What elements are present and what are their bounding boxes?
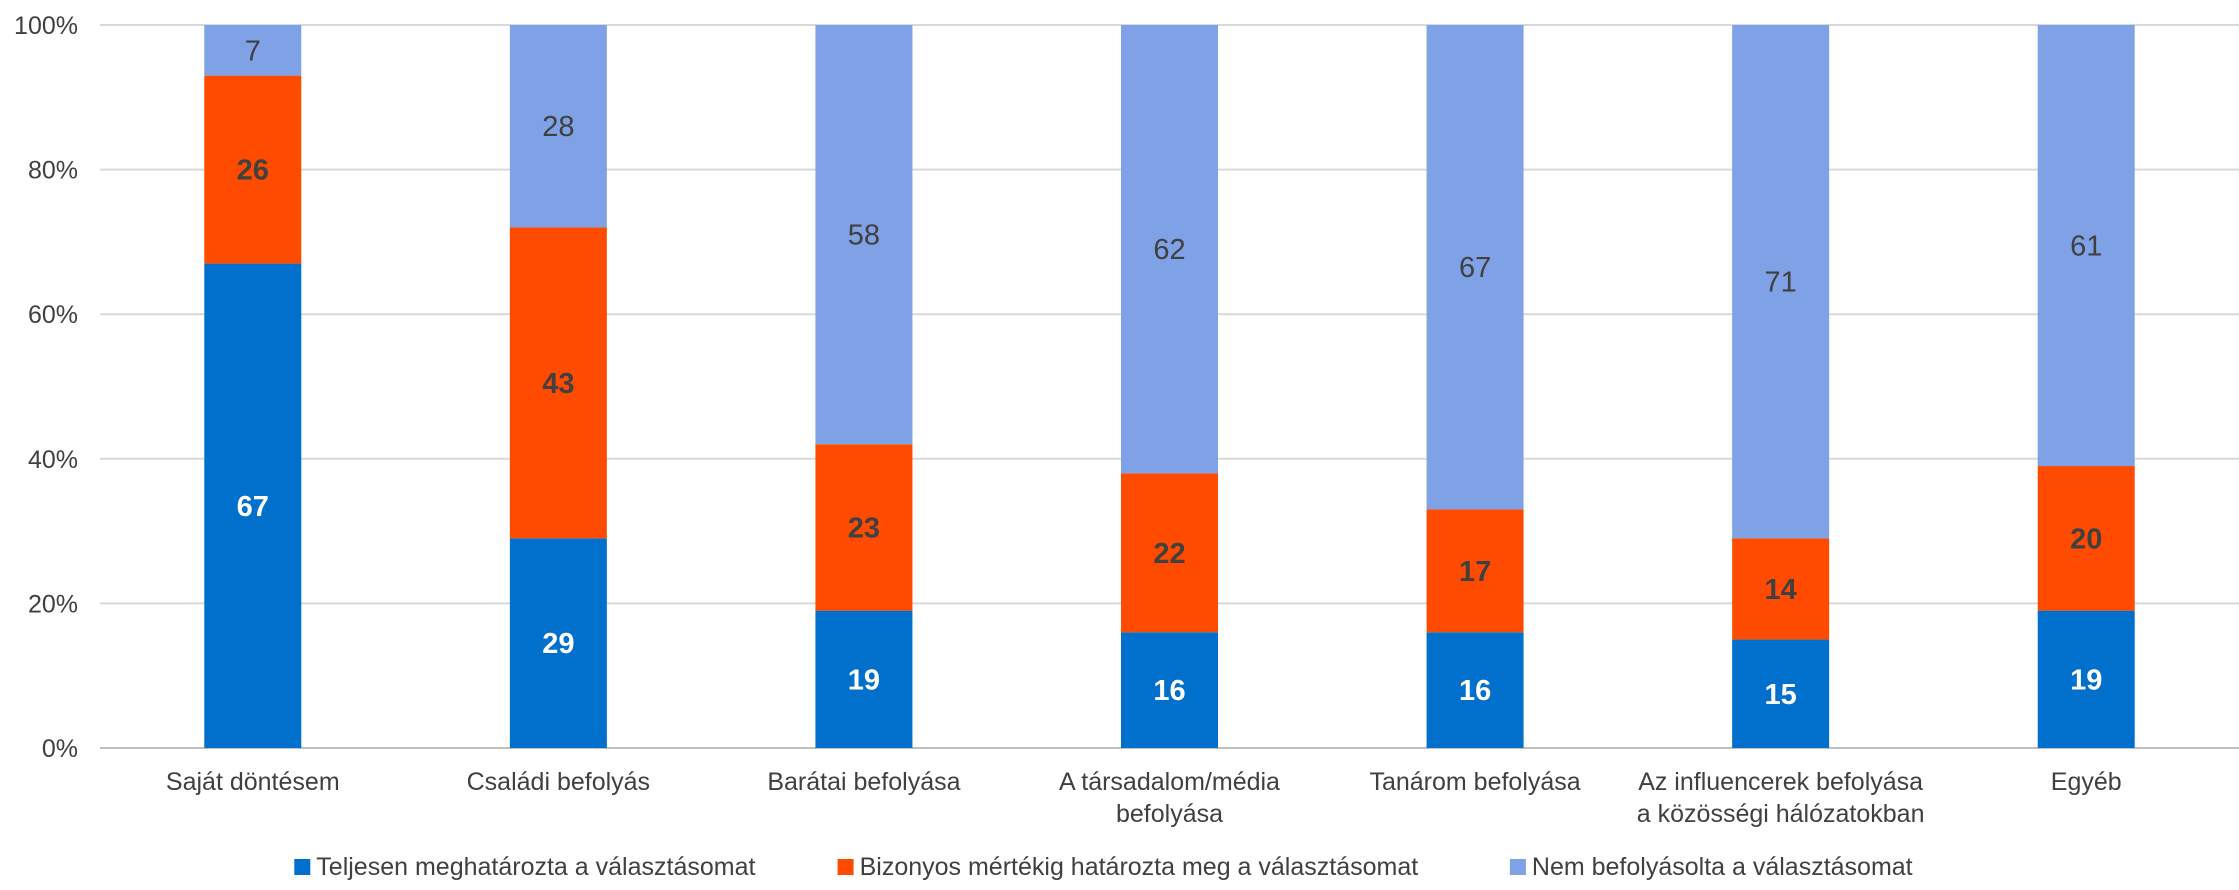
bar-segment (1732, 538, 1830, 640)
data-label: 43 (542, 368, 574, 400)
data-label: 7 (245, 35, 261, 67)
category-label: Egyéb (2051, 768, 2122, 796)
y-tick-label: 60% (28, 301, 78, 329)
data-label: 22 (1153, 538, 1185, 570)
bar-segment (509, 25, 607, 228)
category-label: Családi befolyás (467, 768, 650, 796)
data-label: 16 (1153, 675, 1185, 707)
bar-segment (509, 227, 607, 539)
bar-segment (204, 25, 302, 76)
category-label: Saját döntésem (166, 768, 340, 796)
data-labels: 67 26 7 29 43 28 19 23 58 16 22 62 16 17 67 15 14 71 19 20 6… (237, 35, 2103, 710)
bars (204, 25, 2135, 748)
bar-segment (815, 25, 913, 445)
category-label: Tanárom befolyása (1369, 768, 1580, 796)
y-tick-label: 100% (14, 12, 78, 40)
data-label: 29 (542, 628, 574, 660)
data-label: 67 (237, 491, 269, 523)
data-label: 28 (542, 111, 574, 143)
bar-segment (1732, 639, 1830, 748)
bar-segment (1121, 25, 1218, 474)
data-label: 26 (237, 155, 269, 187)
legend: Teljesen meghatározta a választásomat Biz… (294, 853, 1913, 881)
legend-label: Teljesen meghatározta a választásomat (316, 853, 755, 881)
bar-segment (509, 538, 607, 748)
data-label: 20 (2070, 523, 2102, 555)
bar-segment (1426, 25, 1524, 510)
legend-swatch (294, 859, 311, 875)
data-label: 23 (848, 512, 880, 544)
y-tick-label: 0% (42, 735, 78, 763)
data-label: 61 (2070, 231, 2102, 263)
data-label: 62 (1153, 234, 1185, 266)
legend-label: Bizonyos mértékig határozta meg a válasz… (860, 853, 1419, 881)
data-label: 19 (2070, 664, 2102, 696)
bar-segment (815, 444, 913, 611)
legend-label: Nem befolyásolta a választásomat (1532, 853, 1913, 881)
legend-swatch (1509, 859, 1526, 875)
data-label: 15 (1765, 679, 1797, 711)
bar-segment (815, 610, 913, 748)
bar-segment (204, 263, 302, 748)
y-tick-label: 80% (28, 157, 78, 185)
bar-segment (1426, 632, 1524, 748)
category-label: Barátai befolyása (767, 768, 960, 796)
bar-segment (2037, 25, 2135, 467)
bar-segment (1426, 509, 1524, 633)
bar-segment (1121, 473, 1218, 633)
category-label: A társadalom/média befolyása (1059, 768, 1280, 828)
bar-segment (2037, 466, 2135, 611)
bar-segment (1732, 25, 1830, 539)
y-tick-label: 40% (28, 446, 78, 474)
x-axis: Saját döntésem Családi befolyás Barátai be… (166, 768, 2122, 828)
bar-segment (204, 75, 302, 264)
data-label: 71 (1765, 267, 1797, 299)
data-label: 58 (848, 220, 880, 252)
y-tick-label: 20% (28, 590, 78, 618)
data-label: 67 (1459, 252, 1491, 284)
legend-swatch (837, 859, 854, 875)
data-label: 17 (1459, 556, 1491, 588)
y-axis: 0% 20% 40% 60% 80% 100% (14, 12, 78, 763)
category-label: Az influencerek befolyása a közösségi hál… (1637, 768, 1925, 828)
data-label: 19 (848, 664, 880, 696)
bar-segment (1121, 632, 1218, 748)
data-label: 14 (1765, 574, 1797, 606)
data-label: 16 (1459, 675, 1491, 707)
bar-segment (2037, 610, 2135, 748)
